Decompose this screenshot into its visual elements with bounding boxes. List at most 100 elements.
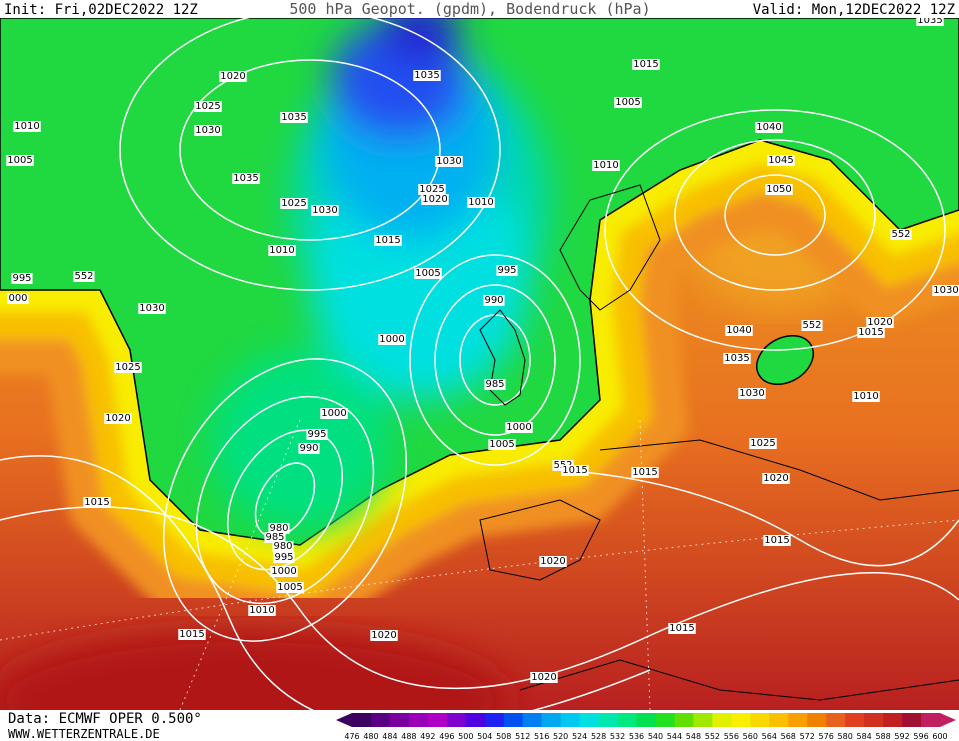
label-box <box>725 325 753 336</box>
warm-core <box>0 630 510 710</box>
isobar-label: 1035 <box>917 15 942 26</box>
label-box <box>488 439 516 450</box>
isobar-label: 1025 <box>195 101 220 112</box>
colorbar-label: 588 <box>875 732 890 741</box>
label-box <box>932 285 959 296</box>
colorbar-label: 504 <box>477 732 492 741</box>
isobar-label: 1015 <box>179 629 204 640</box>
label-box <box>421 194 449 205</box>
isobar-label: 1025 <box>750 438 775 449</box>
label-box <box>232 173 260 184</box>
colorbar-label: 508 <box>496 732 511 741</box>
label-box <box>767 155 795 166</box>
colorbar-swatch <box>693 713 713 727</box>
isobar-label: 1015 <box>633 59 658 70</box>
colorbar-swatch <box>522 713 543 727</box>
colorbar-label: 544 <box>667 732 682 741</box>
colorbar-swatch <box>826 713 846 727</box>
isobar-label: 1005 <box>415 268 440 279</box>
colorbar-label: 564 <box>762 732 777 741</box>
label-box <box>178 629 206 640</box>
isobar-label: 1010 <box>593 160 618 171</box>
colorbar-swatch <box>750 713 770 727</box>
label-box <box>857 327 885 338</box>
isobar-label: 1025 <box>281 198 306 209</box>
label-box <box>114 362 142 373</box>
isobar-label: 1010 <box>269 245 294 256</box>
label-box <box>219 71 247 82</box>
colorbar: 476 480 484 488 492 496 500 504 508 512 516 520 524 5… <box>336 713 956 741</box>
colorbar-label: 600 <box>932 732 947 741</box>
colorbar-label: 572 <box>800 732 815 741</box>
isobar-label: 1020 <box>867 317 892 328</box>
colorbar-label: 520 <box>553 732 568 741</box>
isobar-label: 1025 <box>115 362 140 373</box>
isobar-label: 1030 <box>139 303 164 314</box>
data-source: Data: ECMWF OPER 0.500° <box>8 711 202 727</box>
isobar-label: 552 <box>74 271 93 282</box>
isobar-label: 1015 <box>562 465 587 476</box>
label-box <box>248 605 276 616</box>
isobar-label: 1020 <box>763 473 788 484</box>
colorbar-swatch <box>902 713 922 727</box>
colorbar-arrow-high <box>940 713 956 727</box>
colorbar-swatch <box>389 713 410 727</box>
label-box <box>496 265 518 276</box>
isobar-label: 995 <box>497 265 516 276</box>
colorbar-label: 556 <box>724 732 739 741</box>
label-box <box>723 353 751 364</box>
colorbar-swatch <box>560 713 581 727</box>
isobar-label: 1020 <box>531 672 556 683</box>
colorbar-label: 476 <box>344 732 359 741</box>
colorbar-swatch <box>769 713 789 727</box>
map-title: 500 hPa Geopot. (gpdm), Bodendruck (hPa) <box>289 0 650 18</box>
isobar-label: 1000 <box>321 408 346 419</box>
colorbar-swatch <box>579 713 600 727</box>
isobar-label: 1020 <box>422 194 447 205</box>
cold-cutoff <box>756 335 814 385</box>
label-box <box>483 295 505 306</box>
isobar-label: 1005 <box>615 97 640 108</box>
label-box <box>614 97 642 108</box>
colorbar-swatch <box>788 713 808 727</box>
label-box <box>414 268 442 279</box>
isobar-label: 1000 <box>271 566 296 577</box>
label-box <box>280 198 308 209</box>
isobar-label: 1010 <box>249 605 274 616</box>
label-box <box>280 112 308 123</box>
cold-pool <box>210 18 550 530</box>
colorbar-label: 492 <box>420 732 435 741</box>
label-box <box>138 303 166 314</box>
colorbar-label: 484 <box>382 732 397 741</box>
isobar-label: 1015 <box>375 235 400 246</box>
colorbar-swatch <box>484 713 505 727</box>
colorbar-swatch <box>807 713 827 727</box>
label-box <box>484 379 506 390</box>
isobar-label: 552 <box>891 229 910 240</box>
label-box <box>306 429 328 440</box>
label-box <box>298 443 320 454</box>
colorbar-label: 540 <box>648 732 663 741</box>
colorbar-swatch <box>598 713 619 727</box>
label-box <box>268 523 290 534</box>
label-box <box>13 121 41 132</box>
colorbar-label: 592 <box>894 732 909 741</box>
colorbar-label: 548 <box>686 732 701 741</box>
label-box <box>866 317 894 328</box>
colorbar-label: 528 <box>591 732 606 741</box>
isobar-label: 990 <box>484 295 503 306</box>
colorbar-swatch <box>712 713 732 727</box>
label-box <box>320 408 348 419</box>
isobar-label: 1045 <box>768 155 793 166</box>
isobar-label: 1000 <box>506 422 531 433</box>
label-box <box>276 582 304 593</box>
valid-time: Valid: Mon,12DEC2022 12Z <box>753 2 955 18</box>
isobar-label: 990 <box>299 443 318 454</box>
label-box <box>83 497 111 508</box>
label-box <box>749 438 777 449</box>
label-box <box>73 271 95 282</box>
isobar-label: 995 <box>307 429 326 440</box>
isobar-label: 1035 <box>414 70 439 81</box>
colorbar-label: 580 <box>838 732 853 741</box>
